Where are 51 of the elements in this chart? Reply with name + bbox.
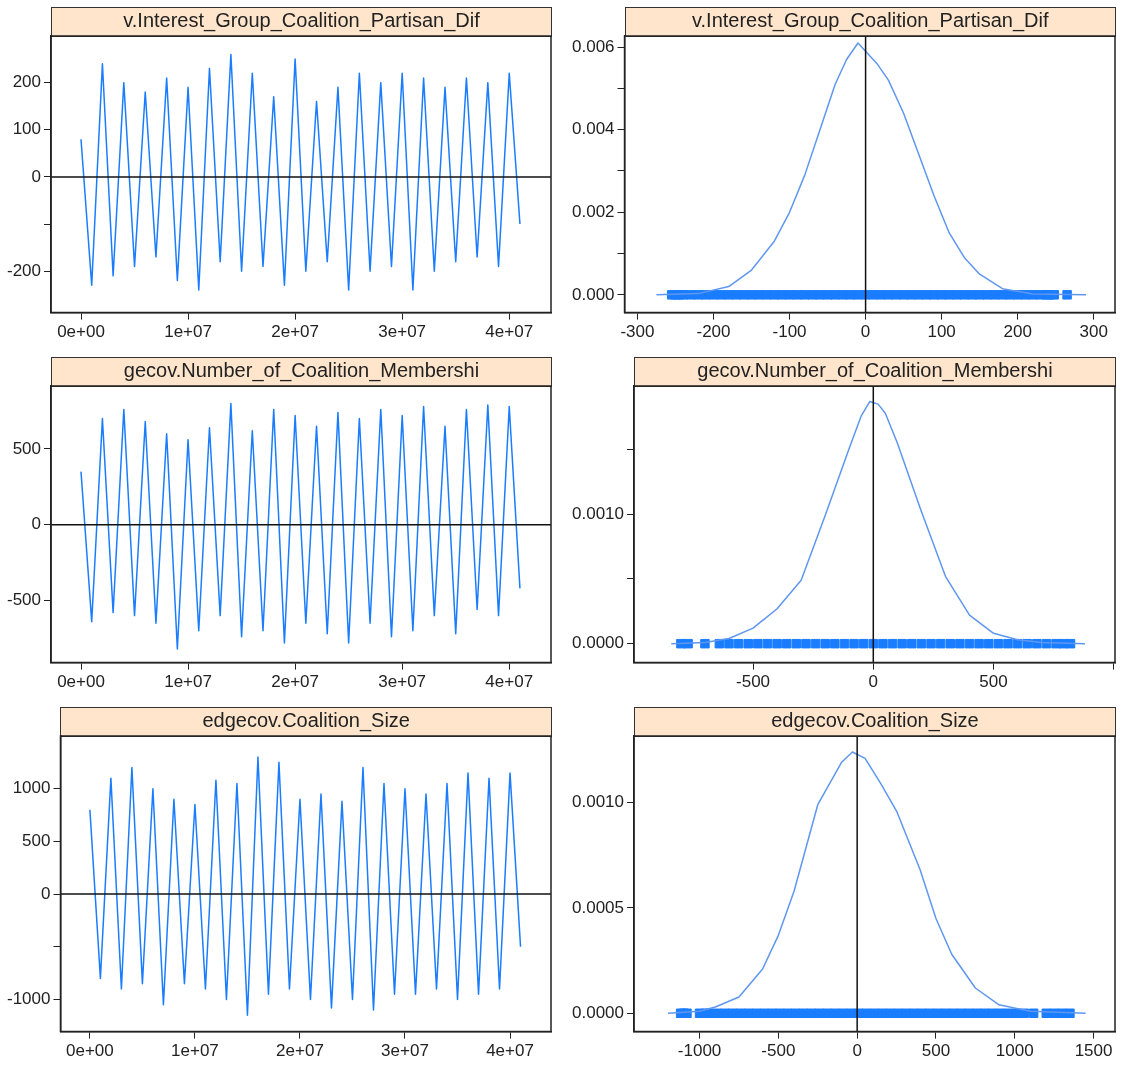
x-tick-label: -300 [620, 322, 655, 342]
x-tick-label: -200 [696, 322, 731, 342]
x-tick-label: 1e+07 [171, 1041, 219, 1061]
y-tick-label: 0 [41, 883, 51, 903]
x-tick-label: -100 [772, 322, 807, 342]
x-tick-label: 4e+07 [486, 1041, 534, 1061]
x-tick-label: 500 [979, 672, 1008, 692]
x-tick-label: 1e+07 [164, 322, 212, 342]
x-tick-label: 3e+07 [378, 322, 427, 342]
x-tick-label: 3e+07 [381, 1041, 429, 1061]
y-tick-label: 0.004 [571, 119, 615, 139]
x-tick-label: 2e+07 [271, 672, 319, 692]
y-tick-label: 1000 [12, 778, 51, 798]
y-tick-label: 0 [31, 166, 42, 186]
x-tick-label: 0 [852, 1041, 862, 1061]
x-tick-label: 1000 [995, 1041, 1034, 1061]
x-tick-label: 300 [1079, 322, 1108, 342]
y-tick-label: 0.0000 [572, 633, 624, 653]
y-tick-label: 0.006 [571, 36, 615, 56]
y-tick-label: -200 [6, 260, 42, 280]
y-tick-label: 0.002 [571, 201, 615, 221]
x-tick-label: 0e+00 [57, 672, 105, 692]
y-tick-label: 0 [31, 514, 42, 534]
x-tick-label: 2e+07 [276, 1041, 324, 1061]
x-tick-label: -500 [761, 1041, 796, 1061]
x-tick-label: 4e+07 [485, 322, 534, 342]
y-tick-label: 0.0010 [572, 503, 624, 523]
y-tick-label: 0.0005 [572, 897, 624, 917]
y-tick-label: -500 [6, 590, 42, 610]
y-tick-label: 0.0000 [572, 1002, 624, 1022]
x-tick-label: 3e+07 [378, 672, 427, 692]
y-tick-label: -1000 [7, 989, 51, 1009]
x-tick-label: 1500 [1074, 1041, 1113, 1061]
x-tick-label: 200 [1003, 322, 1032, 342]
y-tick-label: 200 [12, 72, 42, 92]
x-tick-label: -500 [736, 672, 771, 692]
x-tick-label: 0e+00 [57, 322, 105, 342]
x-tick-label: 0 [868, 672, 879, 692]
x-tick-label: 1e+07 [164, 672, 212, 692]
y-tick-label: 0.0010 [572, 792, 624, 812]
y-tick-label: 100 [12, 119, 42, 139]
y-tick-label: 500 [12, 438, 42, 458]
y-tick-label: 0.000 [571, 284, 615, 304]
x-tick-label: 500 [921, 1041, 951, 1061]
x-tick-label: 4e+07 [485, 672, 534, 692]
x-tick-label: 2e+07 [271, 322, 319, 342]
x-tick-label: -1000 [677, 1041, 722, 1061]
x-tick-label: 100 [927, 322, 956, 342]
x-tick-label: 0 [860, 322, 871, 342]
y-tick-label: 500 [22, 831, 51, 851]
x-tick-label: 0e+00 [66, 1041, 114, 1061]
